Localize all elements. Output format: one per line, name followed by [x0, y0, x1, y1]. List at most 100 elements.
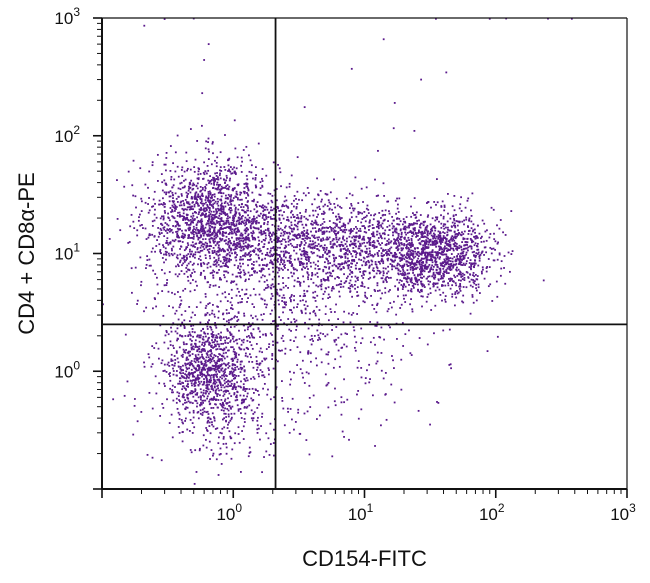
- data-point: [229, 242, 232, 245]
- data-point: [469, 273, 471, 276]
- data-point: [236, 227, 239, 229]
- data-point: [227, 319, 230, 322]
- data-point: [219, 220, 221, 223]
- data-point: [164, 229, 167, 232]
- data-point: [312, 236, 315, 239]
- data-point: [416, 281, 419, 284]
- data-point: [244, 329, 246, 332]
- data-point: [157, 357, 160, 360]
- data-point: [474, 242, 477, 245]
- data-point: [196, 364, 199, 367]
- data-point: [236, 342, 239, 345]
- data-point: [377, 222, 380, 225]
- data-point: [164, 182, 167, 185]
- data-point: [463, 276, 466, 279]
- data-point: [225, 280, 228, 283]
- data-point: [339, 245, 342, 248]
- data-point: [196, 349, 199, 352]
- data-point: [220, 265, 223, 268]
- data-point: [216, 231, 219, 234]
- data-point: [239, 193, 242, 196]
- data-point: [409, 278, 412, 281]
- data-point: [325, 353, 328, 356]
- data-point: [135, 206, 137, 209]
- data-point: [448, 241, 451, 244]
- data-point: [180, 369, 183, 372]
- data-point: [166, 251, 168, 254]
- data-point: [207, 303, 210, 305]
- data-point: [452, 214, 455, 217]
- data-point: [442, 237, 445, 240]
- data-point: [431, 259, 434, 261]
- data-point: [417, 274, 419, 277]
- data-point: [199, 220, 202, 223]
- data-point: [380, 247, 383, 250]
- data-point: [273, 207, 275, 210]
- data-point: [303, 234, 306, 237]
- data-point: [461, 300, 463, 303]
- data-point: [236, 193, 239, 196]
- data-point: [212, 240, 215, 243]
- data-point: [428, 241, 431, 244]
- data-point: [360, 259, 363, 261]
- data-point: [406, 257, 408, 260]
- data-point: [221, 234, 224, 236]
- data-point: [320, 280, 323, 283]
- data-point: [258, 270, 261, 272]
- data-point: [270, 240, 273, 243]
- data-point: [197, 417, 200, 420]
- data-point: [180, 194, 183, 197]
- data-point: [272, 270, 275, 273]
- data-point: [269, 261, 271, 264]
- data-point: [439, 256, 441, 259]
- data-point: [420, 233, 423, 236]
- data-point: [158, 199, 161, 202]
- data-point: [231, 360, 234, 362]
- data-point: [453, 274, 456, 277]
- data-point: [171, 391, 173, 394]
- data-point: [189, 350, 191, 353]
- data-point: [201, 195, 204, 198]
- data-point: [166, 398, 168, 401]
- data-point: [201, 356, 204, 359]
- data-point: [153, 219, 156, 222]
- data-point: [187, 373, 190, 376]
- data-point: [304, 210, 307, 213]
- data-point: [187, 235, 190, 238]
- data-point: [307, 236, 310, 239]
- data-point: [218, 345, 221, 348]
- data-point: [242, 206, 245, 208]
- data-point: [303, 304, 306, 306]
- data-point: [139, 224, 142, 227]
- data-point: [350, 211, 353, 214]
- data-point: [234, 256, 237, 259]
- data-point: [423, 270, 426, 273]
- data-point: [308, 214, 311, 217]
- data-point: [223, 227, 226, 229]
- data-point: [247, 200, 249, 202]
- data-point: [380, 235, 382, 238]
- data-point: [468, 262, 471, 264]
- data-point: [204, 295, 207, 298]
- data-point: [193, 357, 196, 360]
- data-point: [465, 286, 468, 289]
- data-point: [206, 196, 209, 199]
- data-point: [289, 257, 292, 260]
- data-point: [386, 310, 389, 313]
- data-point: [183, 351, 186, 353]
- data-point: [443, 227, 446, 230]
- data-point: [186, 264, 189, 267]
- data-point: [339, 243, 342, 246]
- data-point: [348, 273, 351, 276]
- data-point: [170, 326, 172, 329]
- data-point: [458, 247, 461, 249]
- data-point: [211, 252, 214, 254]
- data-point: [227, 219, 230, 222]
- data-point: [207, 179, 210, 182]
- data-point: [395, 231, 398, 234]
- data-point: [293, 279, 296, 282]
- data-point: [227, 170, 229, 172]
- data-point: [396, 267, 399, 270]
- data-point: [361, 281, 363, 284]
- data-points: [102, 17, 573, 485]
